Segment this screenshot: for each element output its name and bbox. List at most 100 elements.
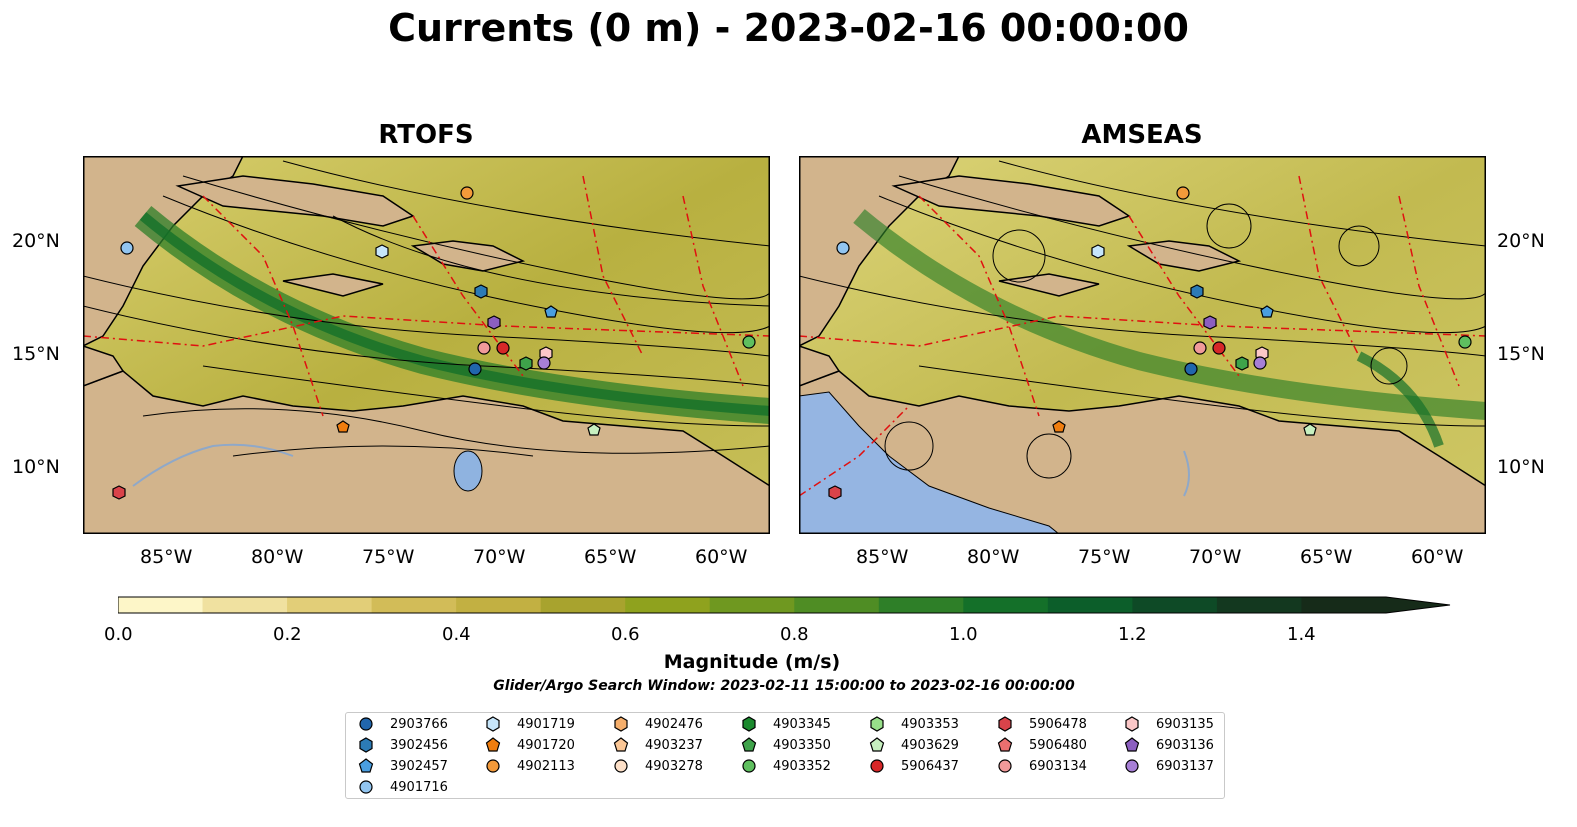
colorbar-segment: [287, 597, 373, 613]
legend: 2903766 3902456 3902457 4901716 4901719 49017…: [345, 712, 1225, 799]
legend-item-6903136: 6903136: [1122, 735, 1214, 755]
lat-tick-left-2: 10°N: [12, 456, 60, 478]
pentagon-marker-icon: [741, 737, 757, 752]
pentagon-marker-icon: [869, 737, 885, 752]
colorbar-segment: [794, 597, 880, 613]
legend-item-2903766: 2903766: [356, 714, 448, 734]
circle-marker-icon: [998, 759, 1012, 773]
panel-title-rtofs: RTOFS: [378, 120, 474, 150]
legend-label: 5906480: [1029, 737, 1087, 753]
legend-label: 3902457: [390, 758, 448, 774]
legend-label: 2903766: [390, 716, 448, 732]
legend-item-4902113: 4902113: [483, 756, 575, 776]
legend-item-4901720: 4901720: [483, 735, 575, 755]
colorbar-tick-6: 1.2: [1118, 624, 1147, 645]
lon-tick-right-2: 75°W: [1078, 546, 1131, 568]
legend-label: 4903237: [645, 737, 703, 753]
colorbar: [117, 594, 1453, 620]
hexagon-marker-icon: [359, 737, 373, 753]
circle-marker-icon: [359, 780, 373, 794]
legend-label: 4903345: [773, 716, 831, 732]
lon-tick-right-5: 60°W: [1411, 546, 1464, 568]
legend-item-6903134: 6903134: [995, 756, 1087, 776]
hexagon-marker-icon: [614, 716, 628, 732]
lat-tick-right-0: 20°N: [1497, 230, 1545, 252]
legend-label: 4903629: [901, 737, 959, 753]
legend-item-5906437: 5906437: [867, 756, 959, 776]
legend-label: 6903135: [1156, 716, 1214, 732]
legend-label: 6903134: [1029, 758, 1087, 774]
legend-label: 4903350: [773, 737, 831, 753]
colorbar-segment: [709, 597, 795, 613]
lat-tick-left-1: 15°N: [12, 343, 60, 365]
legend-item-5906478: 5906478: [995, 714, 1087, 734]
circle-marker-icon: [486, 759, 500, 773]
legend-label: 4903278: [645, 758, 703, 774]
legend-label: 6903136: [1156, 737, 1214, 753]
legend-label: 4902113: [517, 758, 575, 774]
legend-label: 6903137: [1156, 758, 1214, 774]
legend-label: 4901719: [517, 716, 575, 732]
lon-tick-left-0: 85°W: [140, 546, 193, 568]
colorbar-segment: [1216, 597, 1302, 613]
colorbar-tick-2: 0.4: [442, 624, 471, 645]
hexagon-marker-icon: [486, 716, 500, 732]
legend-item-4903278: 4903278: [611, 756, 703, 776]
lon-tick-right-4: 65°W: [1300, 546, 1353, 568]
circle-marker-icon: [614, 759, 628, 773]
colorbar-tick-4: 0.8: [780, 624, 809, 645]
colorbar-tick-0: 0.0: [104, 624, 133, 645]
lon-tick-left-2: 75°W: [362, 546, 415, 568]
legend-label: 4901720: [517, 737, 575, 753]
pentagon-marker-icon: [997, 737, 1013, 752]
colorbar-segment: [1132, 597, 1218, 613]
colorbar-tick-5: 1.0: [949, 624, 978, 645]
colorbar-segment: [540, 597, 626, 613]
map-panel-amseas[interactable]: [799, 156, 1486, 534]
search-window-note: Glider/Argo Search Window: 2023-02-11 15…: [493, 678, 1075, 694]
colorbar-segment: [625, 597, 711, 613]
colorbar-extend-arrow: [1386, 597, 1450, 613]
colorbar-label: Magnitude (m/s): [663, 651, 841, 673]
lat-tick-right-2: 10°N: [1497, 456, 1545, 478]
legend-item-4903350: 4903350: [739, 735, 831, 755]
legend-item-4903629: 4903629: [867, 735, 959, 755]
lat-tick-right-1: 15°N: [1497, 343, 1545, 365]
lat-tick-left-0: 20°N: [12, 230, 60, 252]
pentagon-marker-icon: [1124, 737, 1140, 752]
hexagon-marker-icon: [1125, 716, 1139, 732]
colorbar-segment: [1047, 597, 1133, 613]
legend-item-4903237: 4903237: [611, 735, 703, 755]
legend-item-4903352: 4903352: [739, 756, 831, 776]
legend-label: 5906437: [901, 758, 959, 774]
circle-marker-icon: [870, 759, 884, 773]
circle-marker-icon: [1125, 759, 1139, 773]
legend-label: 4902476: [645, 716, 703, 732]
lon-tick-left-1: 80°W: [251, 546, 304, 568]
lon-tick-left-4: 65°W: [584, 546, 637, 568]
hexagon-marker-icon: [742, 716, 756, 732]
lon-tick-right-1: 80°W: [967, 546, 1020, 568]
colorbar-tick-7: 1.4: [1287, 624, 1316, 645]
pentagon-marker-icon: [485, 737, 501, 752]
legend-item-4903345: 4903345: [739, 714, 831, 734]
pentagon-marker-icon: [613, 737, 629, 752]
lon-tick-right-0: 85°W: [856, 546, 909, 568]
colorbar-segment: [878, 597, 964, 613]
legend-item-5906480: 5906480: [995, 735, 1087, 755]
legend-item-6903137: 6903137: [1122, 756, 1214, 776]
colorbar-segment: [371, 597, 457, 613]
legend-item-6903135: 6903135: [1122, 714, 1214, 734]
colorbar-segment: [118, 597, 204, 613]
colorbar-segment: [1301, 597, 1387, 613]
colorbar-tick-3: 0.6: [611, 624, 640, 645]
legend-label: 5906478: [1029, 716, 1087, 732]
legend-item-3902456: 3902456: [356, 735, 448, 755]
legend-label: 4903352: [773, 758, 831, 774]
map-panel-rtofs[interactable]: [83, 156, 770, 534]
panel-title-amseas: AMSEAS: [1081, 120, 1203, 150]
figure-title: Currents (0 m) - 2023-02-16 00:00:00: [388, 6, 1189, 50]
colorbar-segment: [202, 597, 288, 613]
legend-item-3902457: 3902457: [356, 756, 448, 776]
legend-label: 4903353: [901, 716, 959, 732]
